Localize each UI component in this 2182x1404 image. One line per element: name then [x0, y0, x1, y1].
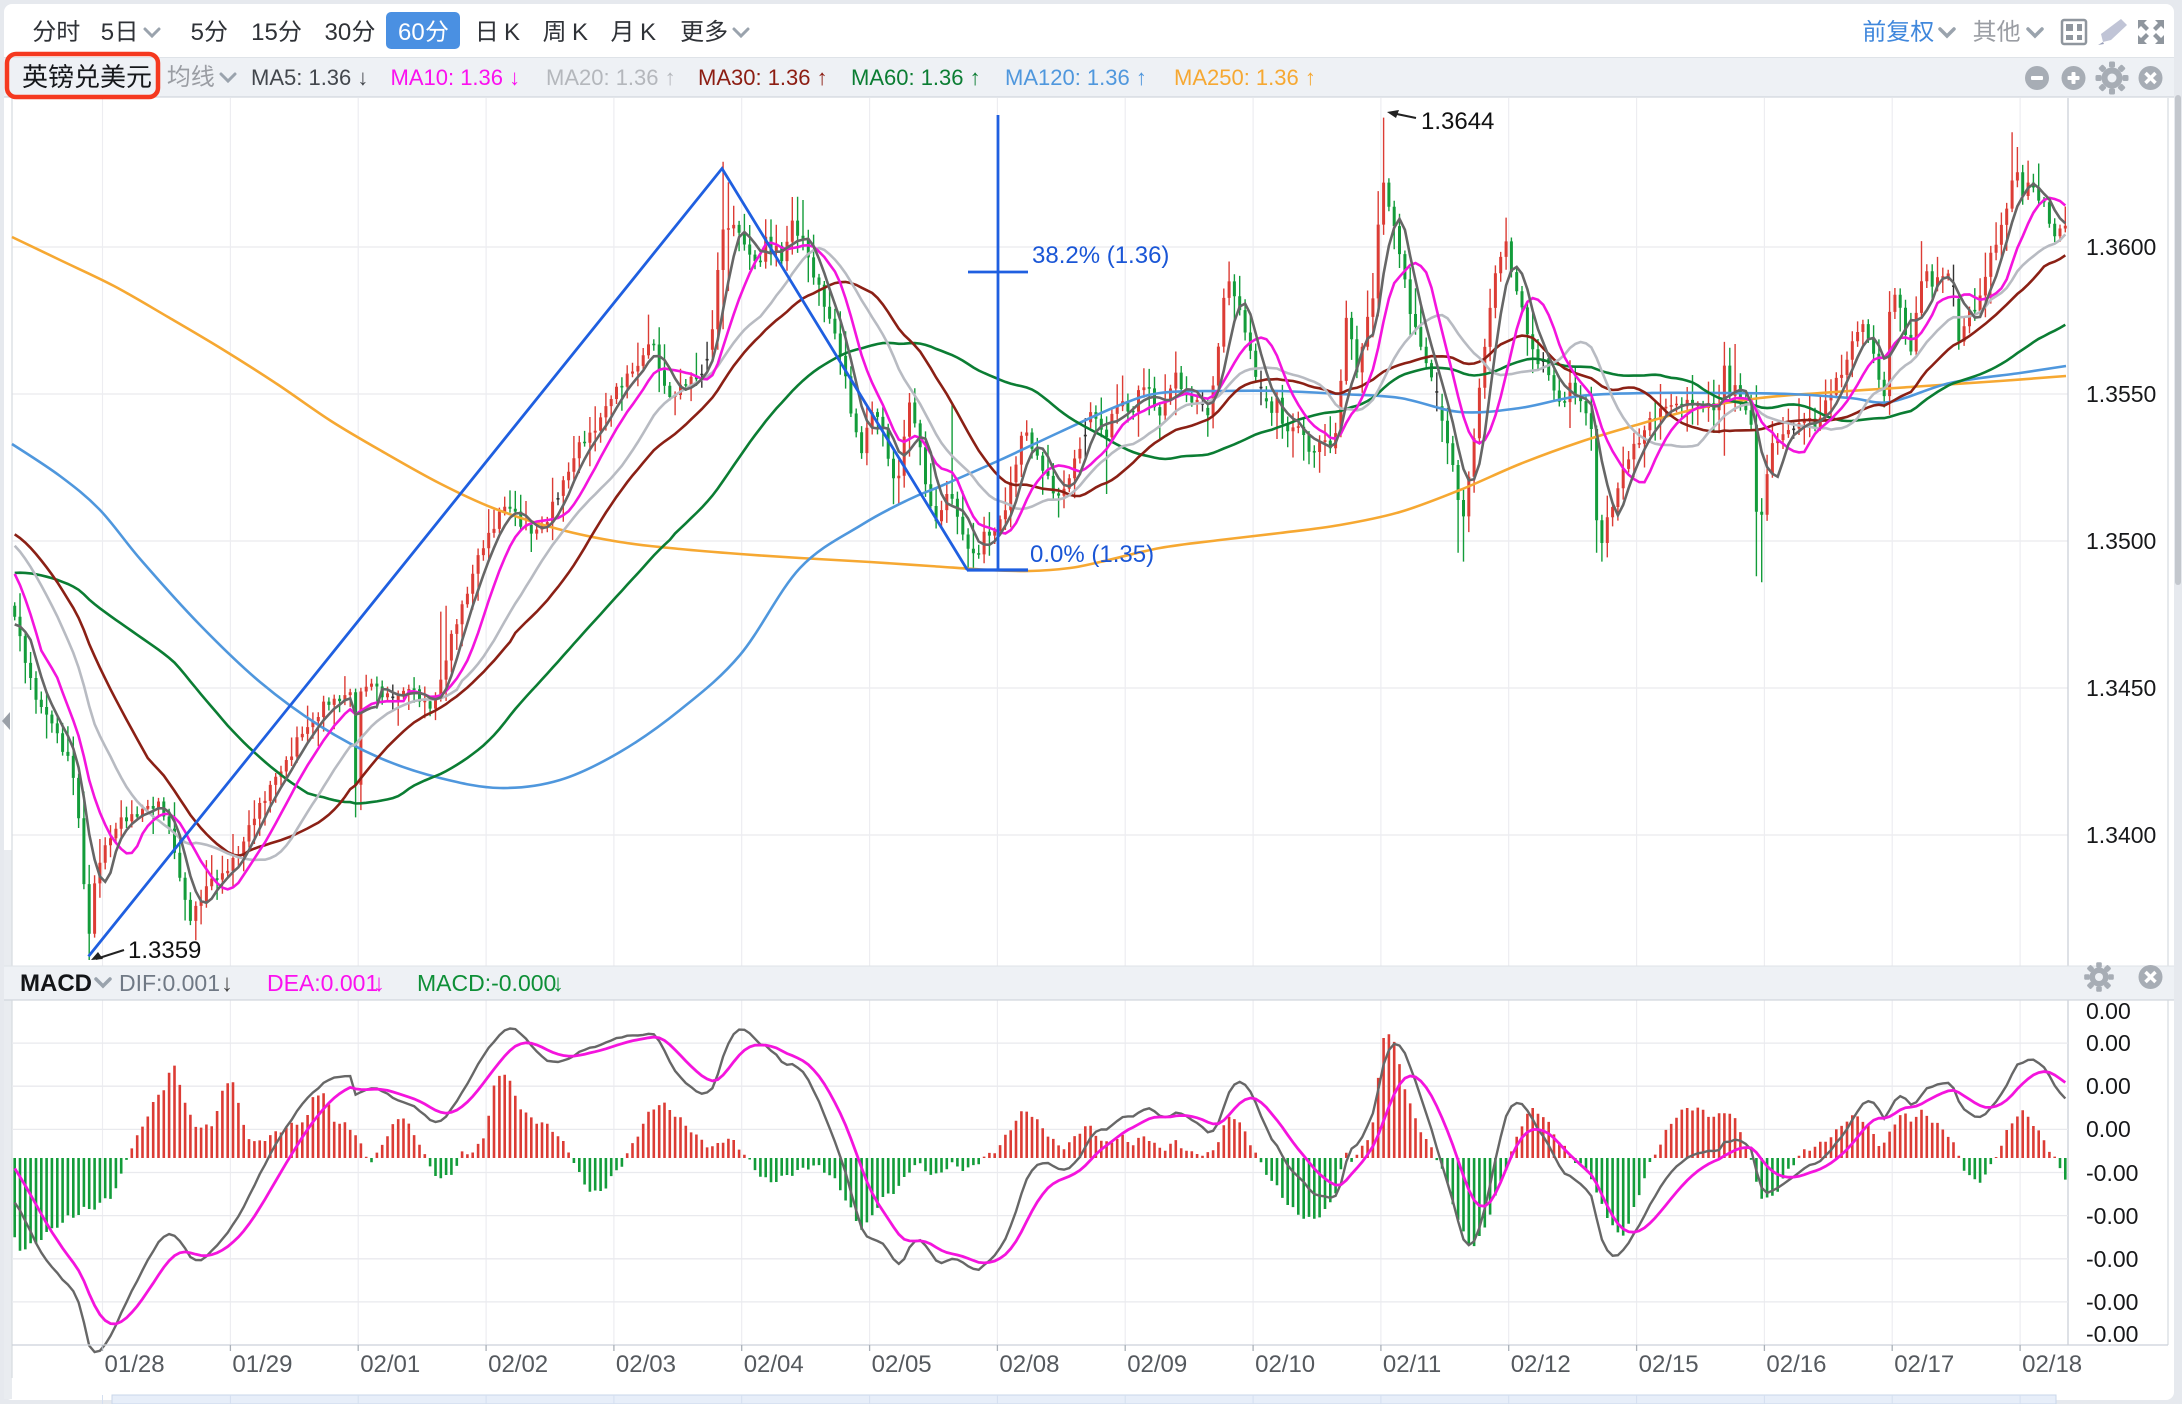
svg-text:01/29: 01/29: [232, 1351, 292, 1378]
svg-text:MA120: 1.36 ↑: MA120: 1.36 ↑: [1005, 65, 1147, 90]
svg-text:1.3500: 1.3500: [2086, 528, 2156, 554]
svg-text:0.00: 0.00: [2086, 1116, 2131, 1142]
svg-text:-0.00: -0.00: [2086, 1246, 2138, 1272]
svg-text:02/10: 02/10: [1255, 1351, 1315, 1378]
svg-text:MACD: MACD: [20, 970, 92, 997]
svg-text:MACD:-0.000: MACD:-0.000: [417, 970, 556, 996]
svg-text:02/05: 02/05: [872, 1351, 932, 1378]
svg-text:1.3400: 1.3400: [2086, 822, 2156, 848]
svg-text:02/08: 02/08: [999, 1351, 1059, 1378]
svg-text:1.3600: 1.3600: [2086, 234, 2156, 260]
svg-text:1.3450: 1.3450: [2086, 675, 2156, 701]
svg-text:02/18: 02/18: [2022, 1351, 2082, 1378]
svg-text:-0.00: -0.00: [2086, 1321, 2138, 1347]
svg-text:MA250: 1.36 ↑: MA250: 1.36 ↑: [1174, 65, 1316, 90]
svg-text:↓: ↓: [373, 970, 385, 997]
svg-text:-0.00: -0.00: [2086, 1289, 2138, 1315]
svg-text:MA10: 1.36 ↓: MA10: 1.36 ↓: [391, 65, 521, 90]
svg-text:01/28: 01/28: [105, 1351, 165, 1378]
svg-text:5: 5: [191, 19, 204, 46]
svg-text:02/01: 02/01: [360, 1351, 420, 1378]
svg-text:60: 60: [398, 19, 425, 46]
svg-text:0.0% (1.35): 0.0% (1.35): [1030, 541, 1154, 568]
svg-text:-0.00: -0.00: [2086, 1160, 2138, 1186]
svg-text:K: K: [504, 19, 520, 46]
svg-text:MA5: 1.36 ↓: MA5: 1.36 ↓: [251, 65, 368, 90]
svg-text:↓: ↓: [552, 970, 564, 997]
svg-text:DEA:0.001: DEA:0.001: [267, 970, 378, 996]
svg-text:1.3550: 1.3550: [2086, 381, 2156, 407]
svg-text:02/12: 02/12: [1511, 1351, 1571, 1378]
svg-text:K: K: [640, 19, 656, 46]
svg-text:02/02: 02/02: [488, 1351, 548, 1378]
svg-text:02/17: 02/17: [1894, 1351, 1954, 1378]
svg-text:02/03: 02/03: [616, 1351, 676, 1378]
svg-text:↓: ↓: [221, 970, 233, 997]
svg-text:0.00: 0.00: [2086, 998, 2131, 1024]
svg-text:38.2% (1.36): 38.2% (1.36): [1032, 242, 1169, 269]
svg-text:02/16: 02/16: [1766, 1351, 1826, 1378]
svg-text:MA60: 1.36 ↑: MA60: 1.36 ↑: [851, 65, 981, 90]
svg-text:02/04: 02/04: [744, 1351, 804, 1378]
svg-text:MA20: 1.36 ↑: MA20: 1.36 ↑: [546, 65, 676, 90]
svg-text:02/09: 02/09: [1127, 1351, 1187, 1378]
svg-text:1.3359: 1.3359: [128, 937, 201, 964]
svg-text:02/15: 02/15: [1639, 1351, 1699, 1378]
svg-text:30: 30: [325, 19, 352, 46]
svg-text:DIF:0.001: DIF:0.001: [119, 970, 220, 996]
svg-text:K: K: [572, 19, 588, 46]
svg-text:MA30: 1.36 ↑: MA30: 1.36 ↑: [698, 65, 828, 90]
svg-text:-0.00: -0.00: [2086, 1203, 2138, 1229]
svg-text:0.00: 0.00: [2086, 1073, 2131, 1099]
svg-text:1.3644: 1.3644: [1421, 108, 1494, 135]
svg-text:02/11: 02/11: [1383, 1351, 1441, 1378]
svg-text:5: 5: [101, 19, 114, 46]
svg-text:15: 15: [251, 19, 278, 46]
svg-text:0.00: 0.00: [2086, 1030, 2131, 1056]
